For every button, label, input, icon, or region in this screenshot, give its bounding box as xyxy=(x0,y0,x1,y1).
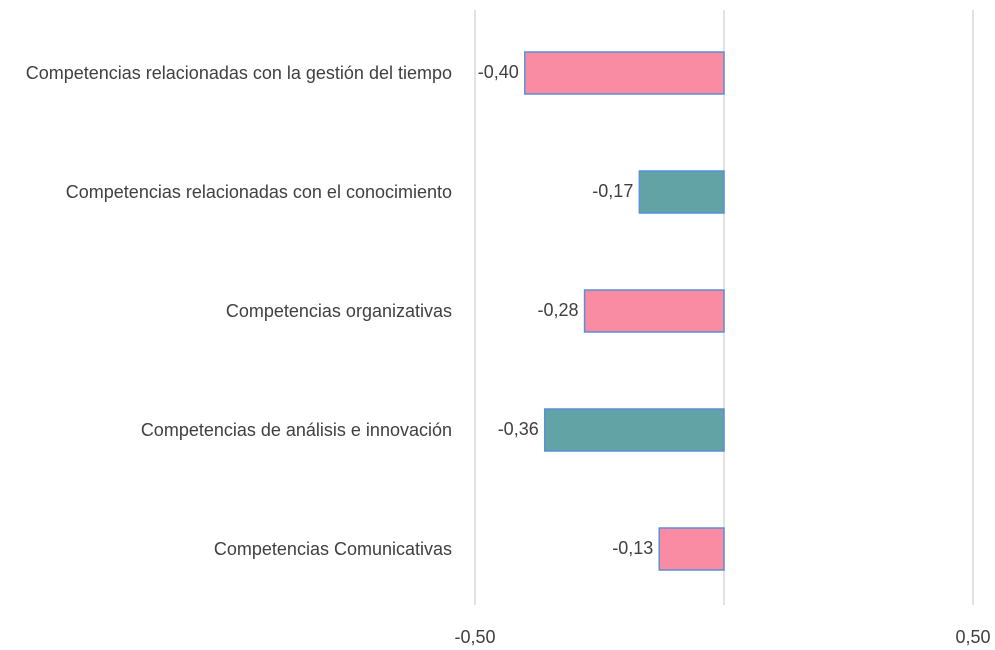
value-label: -0,40 xyxy=(478,62,519,82)
y-tick-label: Competencias relacionadas con el conocim… xyxy=(65,182,452,202)
y-tick-label: Competencias de análisis e innovación xyxy=(140,420,452,440)
value-label: -0,17 xyxy=(592,181,633,201)
bar xyxy=(638,170,725,214)
y-tick-label: Competencias Comunicativas xyxy=(213,539,452,559)
category-label-box: Competencias Comunicativas xyxy=(2,536,452,562)
bar xyxy=(524,51,725,95)
category-label-box: Competencias relacionadas con la gestión… xyxy=(2,60,452,86)
value-label: -0,36 xyxy=(498,419,539,439)
value-label: -0,28 xyxy=(538,300,579,320)
bar xyxy=(583,289,725,333)
value-label: -0,13 xyxy=(612,538,653,558)
bar xyxy=(543,408,725,452)
category-label-box: Competencias organizativas xyxy=(2,298,452,324)
y-tick-label: Competencias relacionadas con la gestión… xyxy=(25,63,452,83)
bar xyxy=(658,527,725,571)
x-tick-label: -0,50 xyxy=(454,627,495,647)
y-tick-label: Competencias organizativas xyxy=(225,301,452,321)
category-label-box: Competencias de análisis e innovación xyxy=(2,417,452,443)
x-tick-label: 0,50 xyxy=(955,627,990,647)
category-label-box: Competencias relacionadas con el conocim… xyxy=(2,179,452,205)
